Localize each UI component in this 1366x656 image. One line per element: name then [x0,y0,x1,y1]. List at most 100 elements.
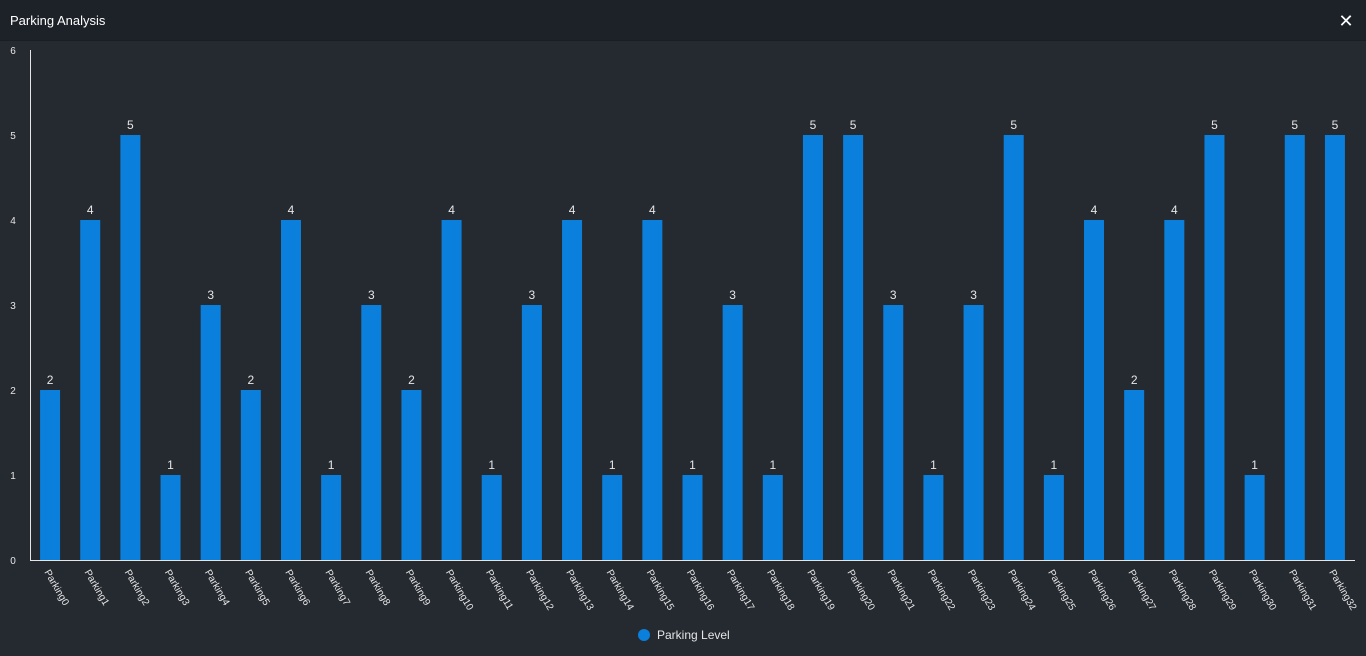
data-label: 5 [810,118,817,132]
data-label: 1 [488,458,495,472]
bar [642,220,663,560]
x-tick-label: Parking4 [202,568,231,608]
data-label: 5 [127,118,134,132]
bar [923,475,944,560]
x-tick-label: Parking16 [684,568,716,613]
x-tick-label: Parking5 [242,568,271,608]
x-tick-label: Parking2 [122,568,151,608]
bar-chart: 01234562Parking04Parking15Parking21Parki… [10,46,1358,642]
bar [280,220,301,560]
x-tick-label: Parking1 [82,568,111,608]
y-tick-label: 2 [10,386,16,397]
x-tick-label: Parking9 [403,568,432,608]
bar [40,390,61,560]
bar [1324,135,1345,560]
bar [562,220,583,560]
bar [481,475,502,560]
x-tick-label: Parking26 [1085,568,1117,613]
y-tick-label: 0 [10,556,16,567]
data-label: 5 [1332,118,1339,132]
data-label: 4 [569,203,576,217]
x-tick-label: Parking23 [965,568,997,613]
data-label: 1 [769,458,776,472]
x-tick-label: Parking17 [724,568,756,613]
y-tick-label: 4 [10,216,16,227]
chart-area: 0 1 2 3 4 5 6 2 Parking0 4 Parking1 5 Parking2 1 Parki… [0,41,1366,656]
bar [441,220,462,560]
y-tick-label: 3 [10,301,16,312]
x-tick-label: Parking3 [162,568,191,608]
data-label: 2 [247,373,254,387]
bar [1043,475,1064,560]
data-label: 4 [288,203,295,217]
data-label: 1 [1051,458,1058,472]
x-tick-label: Parking22 [925,568,957,613]
bar [80,220,101,560]
close-icon[interactable]: ✕ [1338,11,1354,31]
x-tick-label: Parking20 [845,568,877,613]
x-tick-label: Parking6 [282,568,311,608]
x-tick-label: Parking13 [563,568,595,613]
x-tick-label: Parking21 [885,568,917,613]
bar [682,475,703,560]
data-label: 1 [609,458,616,472]
data-label: 2 [47,373,54,387]
x-tick-label: Parking10 [443,568,475,613]
data-label: 3 [368,288,375,302]
x-tick-label: Parking25 [1045,568,1077,613]
bar [120,135,141,560]
window-title: Parking Analysis [10,13,106,28]
legend-marker [638,629,650,641]
bar [1084,220,1105,560]
bar [963,305,984,560]
data-label: 3 [970,288,977,302]
x-tick-label: Parking29 [1206,568,1238,613]
bar [521,305,542,560]
data-label: 3 [207,288,214,302]
data-label: 4 [1171,203,1178,217]
bar [321,475,342,560]
bar [762,475,783,560]
data-label: 3 [890,288,897,302]
data-label: 1 [689,458,696,472]
data-label: 4 [87,203,94,217]
x-tick-label: Parking27 [1126,568,1158,613]
data-label: 1 [1251,458,1258,472]
bar [361,305,382,560]
bar [1164,220,1185,560]
y-tick-label: 5 [10,131,16,142]
x-tick-label: Parking8 [363,568,392,608]
data-label: 3 [529,288,536,302]
data-label: 1 [167,458,174,472]
bar [602,475,623,560]
data-label: 5 [1010,118,1017,132]
y-tick-label: 6 [10,46,16,57]
data-label: 4 [1091,203,1098,217]
x-tick-label: Parking7 [323,568,352,608]
bar [200,305,221,560]
y-tick-label: 1 [10,471,16,482]
x-tick-label: Parking11 [483,568,515,612]
data-label: 4 [649,203,656,217]
bar [802,135,823,560]
data-label: 5 [1291,118,1298,132]
x-tick-label: Parking32 [1326,568,1358,613]
x-tick-label: Parking28 [1166,568,1198,613]
bar [1003,135,1024,560]
data-label: 3 [729,288,736,302]
data-label: 2 [408,373,415,387]
bar [1284,135,1305,560]
bar [160,475,181,560]
legend-label: Parking Level [657,628,730,642]
x-tick-label: Parking30 [1246,568,1278,613]
data-label: 5 [850,118,857,132]
title-bar: Parking Analysis ✕ [0,0,1366,41]
bar [843,135,864,560]
data-label: 1 [328,458,335,472]
x-tick-label: Parking18 [764,568,796,613]
x-tick-label: Parking14 [604,568,636,613]
x-tick-label: Parking24 [1005,568,1037,613]
bar [1204,135,1225,560]
bar [240,390,261,560]
x-tick-label: Parking19 [804,568,836,613]
